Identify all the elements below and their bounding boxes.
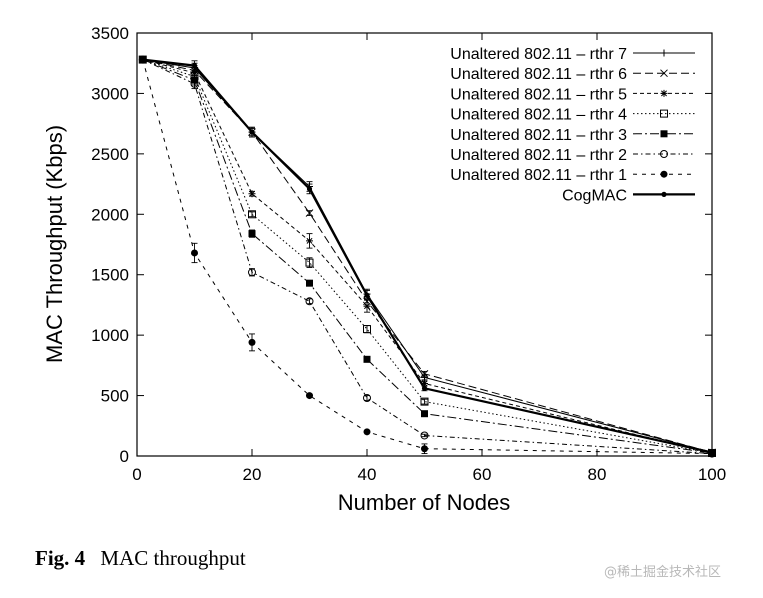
legend-label: Unaltered 802.11 – rthr 5 xyxy=(450,86,627,103)
legend-entry-1: Unaltered 802.11 – rthr 7 xyxy=(450,46,695,63)
data-point xyxy=(306,237,313,245)
plot-frame xyxy=(136,32,713,457)
data-point xyxy=(363,355,371,363)
legend-entry-2: Unaltered 802.11 – rthr 6 xyxy=(450,66,695,83)
legend-label: Unaltered 802.11 – rthr 6 xyxy=(450,66,627,83)
data-point xyxy=(305,297,314,306)
data-point xyxy=(306,279,313,287)
data-point xyxy=(248,190,256,198)
series-7 xyxy=(139,56,716,458)
plot-area xyxy=(138,55,716,458)
data-point xyxy=(421,445,428,453)
y-tick-label: 500 xyxy=(101,387,129,406)
legend-label: CogMAC xyxy=(562,187,627,204)
series-8 xyxy=(140,56,715,455)
legend-entry-7: Unaltered 802.11 – rthr 1 xyxy=(450,167,695,184)
data-point xyxy=(363,302,371,310)
legend-entry-8: CogMAC xyxy=(562,187,695,204)
series-5 xyxy=(139,56,716,457)
legend-marker xyxy=(660,170,668,178)
data-point xyxy=(305,258,314,267)
legend-entry-3: Unaltered 802.11 – rthr 5 xyxy=(450,86,695,103)
x-axis-label: Number of Nodes xyxy=(338,490,510,515)
error-bar xyxy=(249,211,255,218)
y-tick-label: 1500 xyxy=(91,266,129,285)
legend-entry-5: Unaltered 802.11 – rthr 3 xyxy=(450,127,695,144)
legend-label: Unaltered 802.11 – rthr 7 xyxy=(450,46,627,63)
data-point xyxy=(249,129,255,135)
data-point xyxy=(421,385,428,391)
y-axis-label: MAC Throughput (Kbps) xyxy=(42,125,67,363)
legend-entry-4: Unaltered 802.11 – rthr 4 xyxy=(450,107,695,124)
error-bar xyxy=(421,433,428,438)
data-point xyxy=(191,249,198,257)
data-point xyxy=(306,392,313,400)
legend-label: Unaltered 802.11 – rthr 3 xyxy=(450,127,627,144)
x-tick-label: 0 xyxy=(132,465,141,484)
data-point xyxy=(306,186,313,192)
legend-marker xyxy=(660,130,668,138)
caption-label: Fig. 4 xyxy=(35,546,86,570)
legend-label: Unaltered 802.11 – rthr 1 xyxy=(450,167,627,184)
data-point xyxy=(420,431,429,440)
legend-marker xyxy=(660,49,668,57)
data-point xyxy=(140,56,146,63)
data-point xyxy=(248,268,256,277)
data-point xyxy=(364,292,370,298)
legend-marker xyxy=(660,89,668,97)
data-point xyxy=(248,230,256,238)
data-point xyxy=(421,410,428,418)
series-3 xyxy=(139,56,716,457)
data-point xyxy=(420,397,429,406)
y-tick-label: 2500 xyxy=(91,145,129,164)
x-tick-label: 20 xyxy=(243,465,262,484)
watermark: @稀土掘金技术社区 xyxy=(604,565,722,580)
series-1 xyxy=(139,56,716,456)
y-tick-label: 3500 xyxy=(91,24,129,43)
x-tick-label: 60 xyxy=(473,465,492,484)
data-point xyxy=(248,338,256,346)
y-tick-label: 2000 xyxy=(91,205,129,224)
error-bar xyxy=(364,395,370,401)
series-6 xyxy=(138,55,716,458)
throughput-chart: 0 20 40 60 80 1000500100015002000250030003500… xyxy=(42,24,726,515)
data-point xyxy=(190,79,199,88)
legend-marker xyxy=(660,109,668,118)
series-4 xyxy=(138,55,716,457)
y-tick-label: 0 xyxy=(120,447,129,466)
x-tick-label: 40 xyxy=(358,465,377,484)
figure-caption: Fig. 4 MAC throughput xyxy=(35,546,246,571)
legend-label: Unaltered 802.11 – rthr 4 xyxy=(450,107,627,124)
legend-label: Unaltered 802.11 – rthr 2 xyxy=(450,147,627,164)
legend-marker xyxy=(661,191,667,197)
x-tick-label: 80 xyxy=(588,465,607,484)
series-2 xyxy=(138,55,716,457)
data-point xyxy=(363,428,371,436)
legend-entry-6: Unaltered 802.11 – rthr 2 xyxy=(450,147,695,164)
legend-marker xyxy=(660,150,668,158)
data-point xyxy=(248,210,256,219)
data-point xyxy=(305,209,314,217)
data-point xyxy=(363,393,371,402)
y-tick-label: 1000 xyxy=(91,326,129,345)
data-point xyxy=(191,63,198,69)
caption-text: MAC throughput xyxy=(100,546,246,570)
error-bar xyxy=(364,325,370,334)
x-tick-label: 100 xyxy=(698,465,726,484)
data-point xyxy=(363,325,371,334)
legend: Unaltered 802.11 – rthr 7 Unaltered 802.1… xyxy=(450,46,695,204)
legend-marker xyxy=(660,69,668,78)
error-bar xyxy=(306,298,313,305)
error-bar xyxy=(421,398,428,405)
y-tick-label: 3000 xyxy=(91,84,129,103)
data-point xyxy=(420,369,429,378)
